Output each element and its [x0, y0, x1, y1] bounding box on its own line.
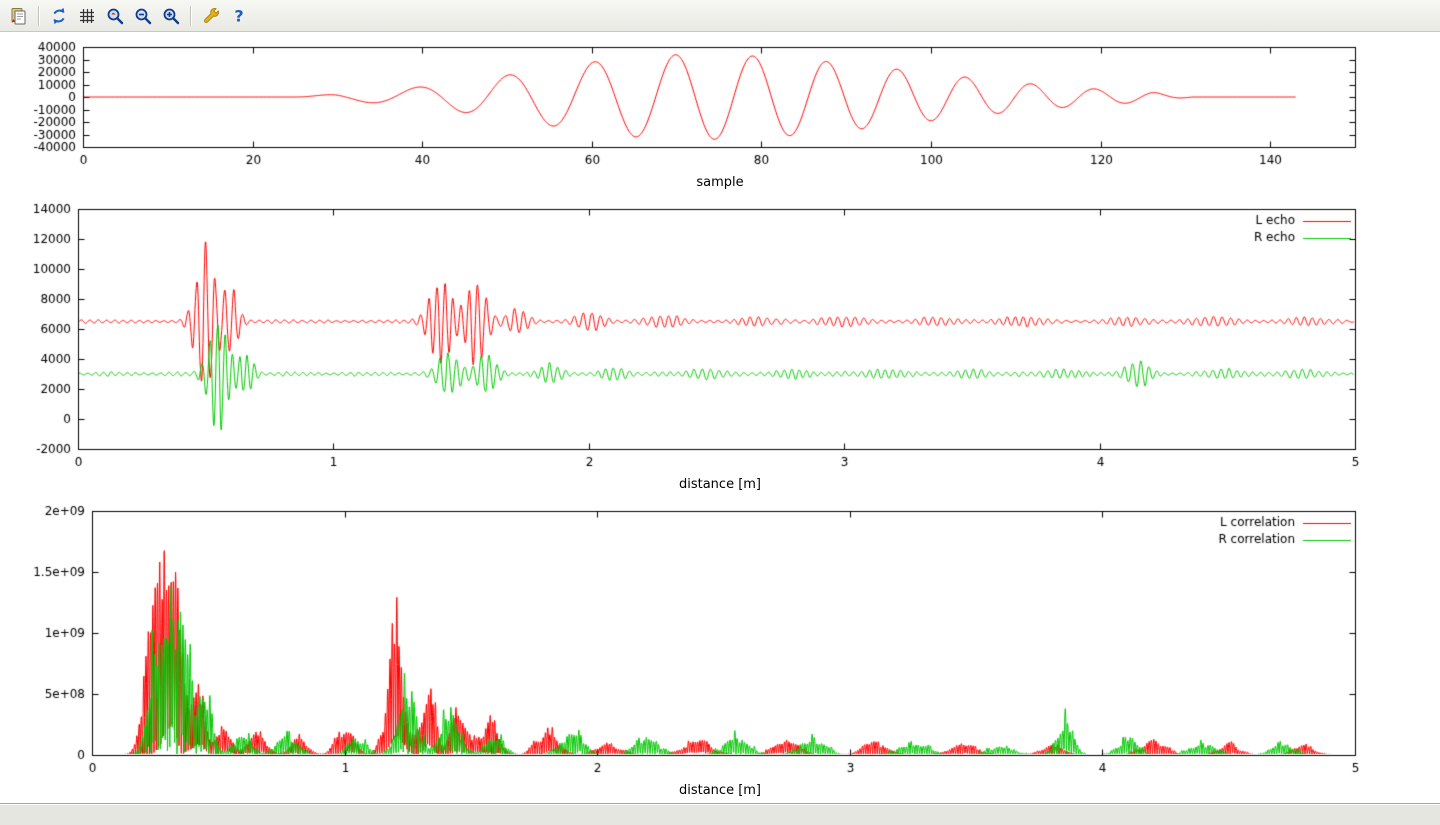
chart-waveform: sample — [0, 35, 1440, 195]
zoom-out-icon — [135, 8, 152, 24]
plot-area: sample distance [m] distance [m] — [0, 32, 1440, 803]
echo-x-axis-label: distance [m] — [678, 477, 762, 492]
settings-button[interactable] — [198, 3, 224, 29]
waveform-chart-canvas[interactable] — [0, 35, 1440, 175]
waveform-x-axis-label: sample — [696, 175, 744, 190]
clipboard-icon — [11, 7, 26, 24]
zoom-in-button[interactable] — [158, 3, 184, 29]
replot-button[interactable] — [46, 3, 72, 29]
grid-button[interactable] — [74, 3, 100, 29]
status-bar — [0, 803, 1440, 825]
correlation-chart-canvas[interactable] — [0, 497, 1440, 783]
toolbar: ? — [0, 0, 1440, 32]
help-button[interactable]: ? — [226, 3, 252, 29]
chart-echo: distance [m] — [0, 195, 1440, 497]
echo-chart-canvas[interactable] — [0, 195, 1440, 477]
chart-correlation: distance [m] — [0, 497, 1440, 803]
zoom-previous-button[interactable] — [102, 3, 128, 29]
wrench-icon — [204, 7, 219, 23]
grid-icon — [80, 8, 94, 23]
correlation-x-axis-label: distance [m] — [678, 783, 762, 798]
zoom-in-icon — [163, 8, 180, 24]
zoom-previous-icon — [107, 8, 124, 24]
copy-button[interactable] — [6, 3, 32, 29]
toolbar-separator — [38, 5, 40, 26]
zoom-out-button[interactable] — [130, 3, 156, 29]
help-icon: ? — [234, 6, 243, 25]
refresh-icon — [53, 7, 65, 24]
toolbar-separator — [190, 5, 192, 26]
svg-text:?: ? — [234, 6, 243, 25]
